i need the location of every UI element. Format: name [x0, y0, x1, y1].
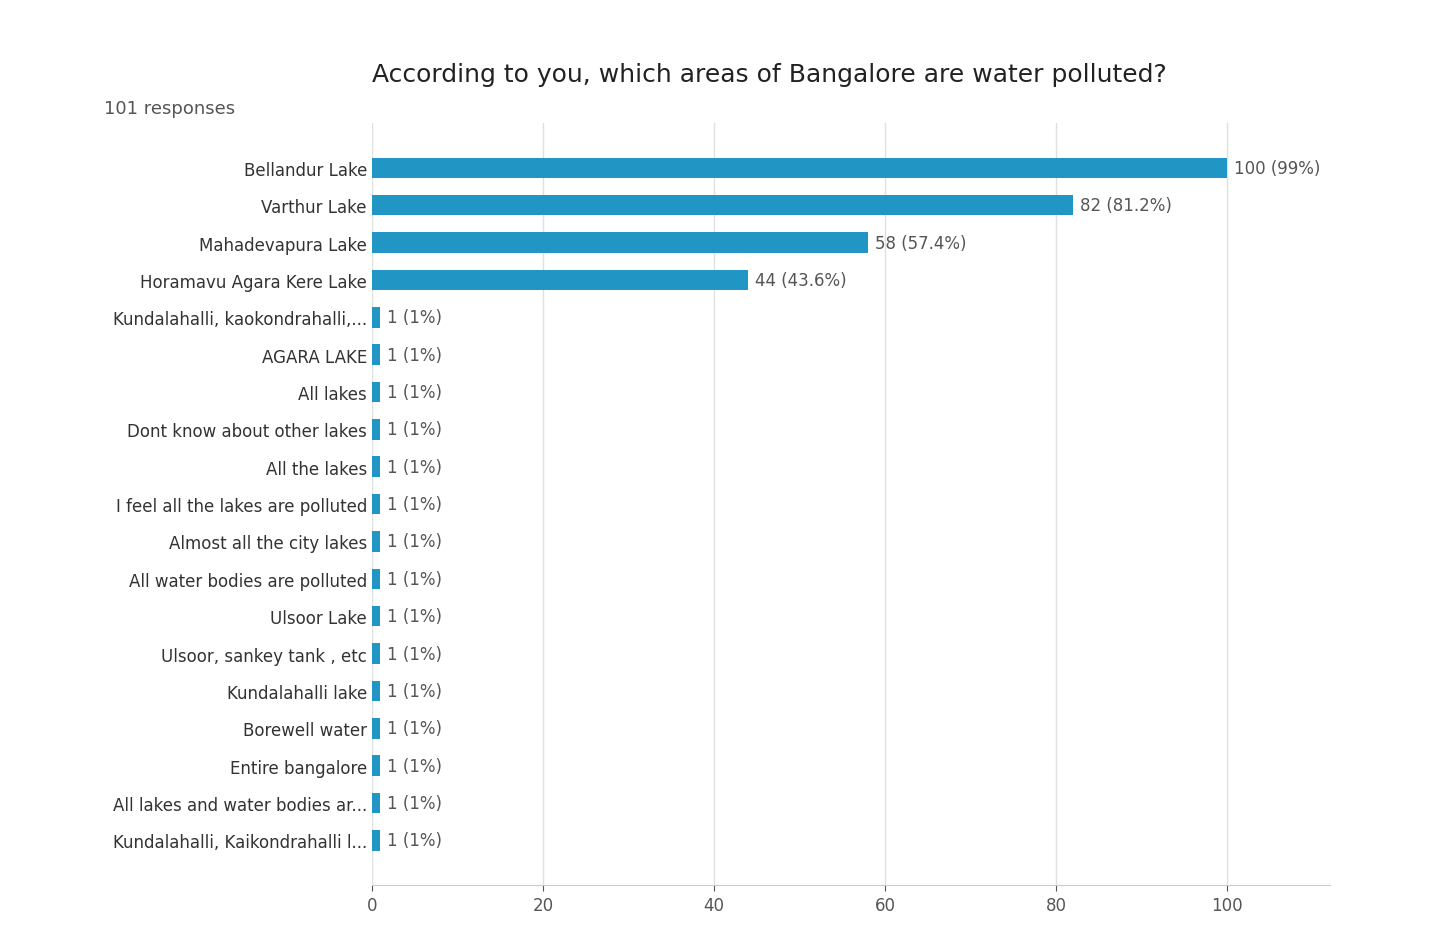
- Text: 1 (1%): 1 (1%): [388, 347, 442, 365]
- Bar: [372, 718, 380, 739]
- Bar: [372, 531, 380, 552]
- Text: 1 (1%): 1 (1%): [388, 421, 442, 439]
- Bar: [372, 383, 380, 403]
- Text: 1 (1%): 1 (1%): [388, 645, 442, 663]
- Text: 1 (1%): 1 (1%): [388, 458, 442, 476]
- Text: 1 (1%): 1 (1%): [388, 683, 442, 700]
- Text: 1 (1%): 1 (1%): [388, 607, 442, 625]
- Bar: [372, 307, 380, 328]
- Bar: [372, 420, 380, 440]
- Text: 1 (1%): 1 (1%): [388, 831, 442, 849]
- Bar: [372, 793, 380, 813]
- Bar: [372, 644, 380, 664]
- Text: 1 (1%): 1 (1%): [388, 794, 442, 812]
- Text: 58 (57.4%): 58 (57.4%): [875, 234, 967, 252]
- Text: 100 (99%): 100 (99%): [1234, 160, 1320, 178]
- Bar: [372, 569, 380, 589]
- Bar: [372, 606, 380, 626]
- Text: 1 (1%): 1 (1%): [388, 570, 442, 588]
- Text: 82 (81.2%): 82 (81.2%): [1080, 197, 1173, 215]
- Bar: [372, 756, 380, 776]
- Text: 1 (1%): 1 (1%): [388, 496, 442, 513]
- Bar: [372, 830, 380, 851]
- Bar: [372, 233, 868, 253]
- Bar: [372, 196, 1074, 216]
- Text: 101 responses: 101 responses: [104, 100, 236, 118]
- Text: 1 (1%): 1 (1%): [388, 757, 442, 775]
- Bar: [372, 345, 380, 366]
- Text: 44 (43.6%): 44 (43.6%): [755, 271, 847, 289]
- Bar: [372, 158, 1227, 179]
- Bar: [372, 494, 380, 515]
- Text: 1 (1%): 1 (1%): [388, 720, 442, 738]
- Text: 1 (1%): 1 (1%): [388, 309, 442, 327]
- Bar: [372, 457, 380, 478]
- Text: 1 (1%): 1 (1%): [388, 533, 442, 551]
- Text: 1 (1%): 1 (1%): [388, 384, 442, 402]
- Text: According to you, which areas of Bangalore are water polluted?: According to you, which areas of Bangalo…: [372, 63, 1167, 88]
- Bar: [372, 270, 748, 291]
- Bar: [372, 681, 380, 702]
